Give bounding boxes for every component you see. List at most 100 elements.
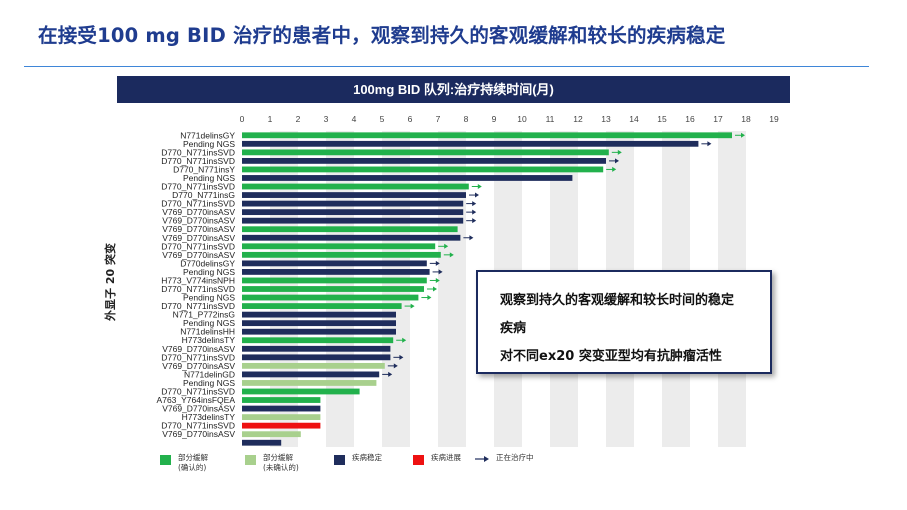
- bar: [242, 157, 606, 164]
- ongoing-arrow-head: [477, 184, 482, 190]
- x-tick-label: 19: [769, 114, 779, 124]
- bar: [242, 328, 396, 335]
- callout-line-3: 对不同ex20 突变亚型均有抗肿瘤活性: [500, 349, 722, 364]
- category-label: Pending NGS: [183, 139, 235, 149]
- callout-line-1: 观察到持久的客观缓解和较长时间的稳定: [500, 293, 735, 308]
- x-tick-label: 2: [296, 114, 301, 124]
- legend-label-pd: 疾病进展: [431, 453, 461, 463]
- ongoing-arrow-head: [475, 192, 479, 198]
- category-label: H773delinsTY: [182, 335, 236, 345]
- ongoing-arrow-head: [388, 371, 393, 377]
- category-label: N771delinsHH: [180, 327, 235, 337]
- bar: [242, 354, 391, 361]
- category-label: D770_N771insY: [173, 164, 235, 174]
- bar: [242, 337, 394, 344]
- ongoing-arrow-head: [469, 235, 474, 241]
- x-tick-label: 16: [685, 114, 695, 124]
- ongoing-arrow-head: [399, 354, 404, 360]
- bar: [242, 388, 360, 395]
- category-label: H773delinsTY: [182, 412, 236, 422]
- category-label: V769_D770insASV: [162, 404, 235, 414]
- chart-title: 100mg BID 队列:治疗持续时间(月): [117, 76, 790, 103]
- callout-box: 观察到持久的客观缓解和较长时间的稳定 疾病 对不同ex20 突变亚型均有抗肿瘤活…: [476, 270, 772, 374]
- category-label: H773_V774insNPH: [161, 275, 235, 285]
- x-tick-label: 3: [324, 114, 329, 124]
- bar: [242, 405, 321, 412]
- category-label: Pending NGS: [183, 267, 235, 277]
- category-label: A763_Y764insFQEA: [157, 395, 236, 405]
- bar: [242, 371, 380, 378]
- category-label: D770_N771insSVD: [161, 284, 235, 294]
- legend-text-line: 部分缓解: [178, 453, 208, 462]
- legend-label-pr-confirmed: 部分缓解 (确认的): [178, 453, 208, 473]
- category-label: V769_D770insASV: [162, 224, 235, 234]
- bar: [242, 260, 427, 267]
- category-label: V769_D770insASV: [162, 344, 235, 354]
- bar: [242, 140, 699, 147]
- category-label: N771_P772insG: [173, 310, 235, 320]
- legend-item-ongoing: 正在治疗中: [474, 453, 534, 464]
- x-tick-label: 17: [713, 114, 723, 124]
- legend-item-pd: 疾病进展: [413, 453, 461, 465]
- ongoing-arrow-head: [472, 201, 477, 207]
- x-tick-label: 4: [352, 114, 357, 124]
- legend-label-sd: 疾病稳定: [352, 453, 382, 463]
- legend-label-ongoing: 正在治疗中: [496, 453, 534, 463]
- x-tick-label: 15: [657, 114, 667, 124]
- bar: [242, 439, 282, 446]
- bar: [242, 431, 301, 438]
- legend-item-pr-unconfirmed: 部分缓解 (未确认的): [245, 453, 299, 473]
- bar: [242, 277, 427, 284]
- x-tick-label: 7: [436, 114, 441, 124]
- bar: [242, 200, 464, 207]
- bar: [242, 166, 604, 173]
- category-label: N771delinsGY: [180, 130, 235, 140]
- bar: [242, 226, 458, 233]
- bar: [242, 209, 464, 216]
- ongoing-arrow-head: [615, 158, 619, 164]
- ongoing-arrow-head: [435, 277, 440, 283]
- x-tick-label: 6: [408, 114, 413, 124]
- category-label: Pending NGS: [183, 173, 235, 183]
- category-label: N771delinGD: [184, 369, 235, 379]
- legend-text-line: 疾病稳定: [352, 453, 382, 462]
- category-label: D770_N771insSVD: [161, 156, 235, 166]
- ongoing-arrow-head: [444, 243, 449, 249]
- category-label: V769_D770insASV: [162, 233, 235, 243]
- category-label: D770_N771insSVD: [161, 147, 235, 157]
- y-axis-label: 外显子 20 突变: [104, 243, 117, 321]
- category-label: V769_D770insASV: [162, 207, 235, 217]
- x-tick-label: 11: [546, 114, 555, 124]
- ongoing-arrow-head: [612, 166, 617, 172]
- bar: [242, 294, 419, 301]
- ongoing-arrow-head: [410, 303, 415, 309]
- bar: [242, 422, 321, 429]
- category-label: V769_D770insASV: [162, 429, 235, 439]
- category-label: D770_N771insSVD: [161, 421, 235, 431]
- ongoing-arrow-head: [472, 218, 477, 224]
- legend-swatch-pd: [413, 455, 424, 465]
- bar: [242, 320, 396, 327]
- ongoing-arrow-icon: [475, 456, 489, 462]
- bar: [242, 132, 732, 139]
- category-label: D770_N771insSVD: [161, 301, 235, 311]
- category-label: D770_N771insSVD: [161, 386, 235, 396]
- bar: [242, 414, 321, 421]
- bar: [242, 380, 377, 386]
- x-tick-label: 5: [380, 114, 385, 124]
- callout-line-2: 疾病: [500, 321, 527, 336]
- category-label: D770_N771insSVD: [161, 352, 235, 362]
- x-tick-label: 13: [601, 114, 611, 124]
- bar: [242, 345, 391, 352]
- ongoing-arrow-head: [393, 363, 398, 369]
- category-label: D770delinsGY: [180, 258, 235, 268]
- x-tick-label: 10: [517, 114, 527, 124]
- category-label: Pending NGS: [183, 378, 235, 388]
- legend-item-sd: 疾病稳定: [334, 453, 382, 465]
- ongoing-arrow-head: [707, 141, 712, 147]
- ongoing-arrow-head: [433, 286, 437, 292]
- category-label: Pending NGS: [183, 293, 235, 303]
- category-label: D770_N771insSVD: [161, 182, 235, 192]
- bar: [242, 286, 424, 292]
